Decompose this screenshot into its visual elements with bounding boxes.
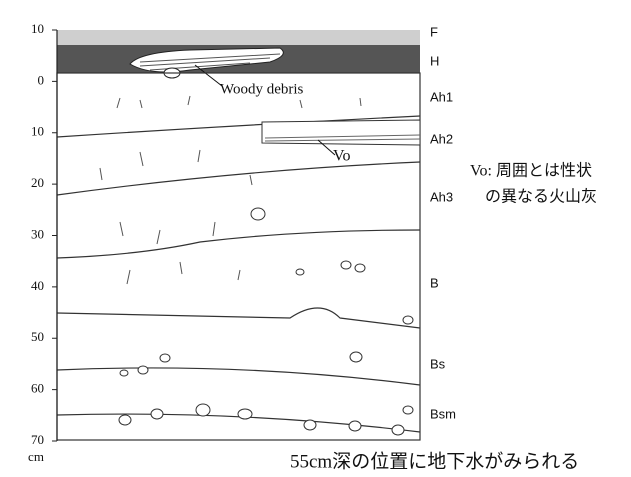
horizon-label: H: [430, 53, 439, 68]
soil-profile: cm F H Ah1 Ah2 Ah3 B Bs Bsm Woody debris…: [0, 0, 631, 477]
tick-label: 10: [31, 21, 44, 36]
horizon-label: Bs: [430, 356, 446, 371]
tick-label: 40: [31, 278, 44, 293]
caption: 55cm深の位置に地下水がみられる: [290, 450, 579, 472]
tick-label: 50: [31, 329, 44, 344]
f-layer: [57, 30, 420, 45]
horizon-label: B: [430, 275, 439, 290]
note-text: Vo: 周囲とは性状: [470, 162, 592, 180]
tick-label: 0: [38, 72, 45, 87]
vo-label: Vo: [333, 148, 351, 165]
axis-unit: cm: [28, 449, 44, 464]
horizon-label: Bsm: [430, 406, 456, 421]
horizon-label: F: [430, 24, 438, 39]
vo-lens: [262, 120, 420, 145]
note-text: の異なる火山灰: [485, 188, 597, 206]
tick-label: 60: [31, 381, 44, 396]
horizon-label: Ah2: [430, 131, 453, 146]
tick-label: 30: [31, 226, 44, 241]
tick-label: 20: [31, 175, 44, 190]
horizon-label: Ah3: [430, 189, 453, 204]
tick-label: 10: [31, 124, 44, 139]
woody-label: Woody debris: [220, 81, 304, 97]
horizon-label: Ah1: [430, 89, 453, 104]
tick-label: 70: [31, 432, 44, 447]
